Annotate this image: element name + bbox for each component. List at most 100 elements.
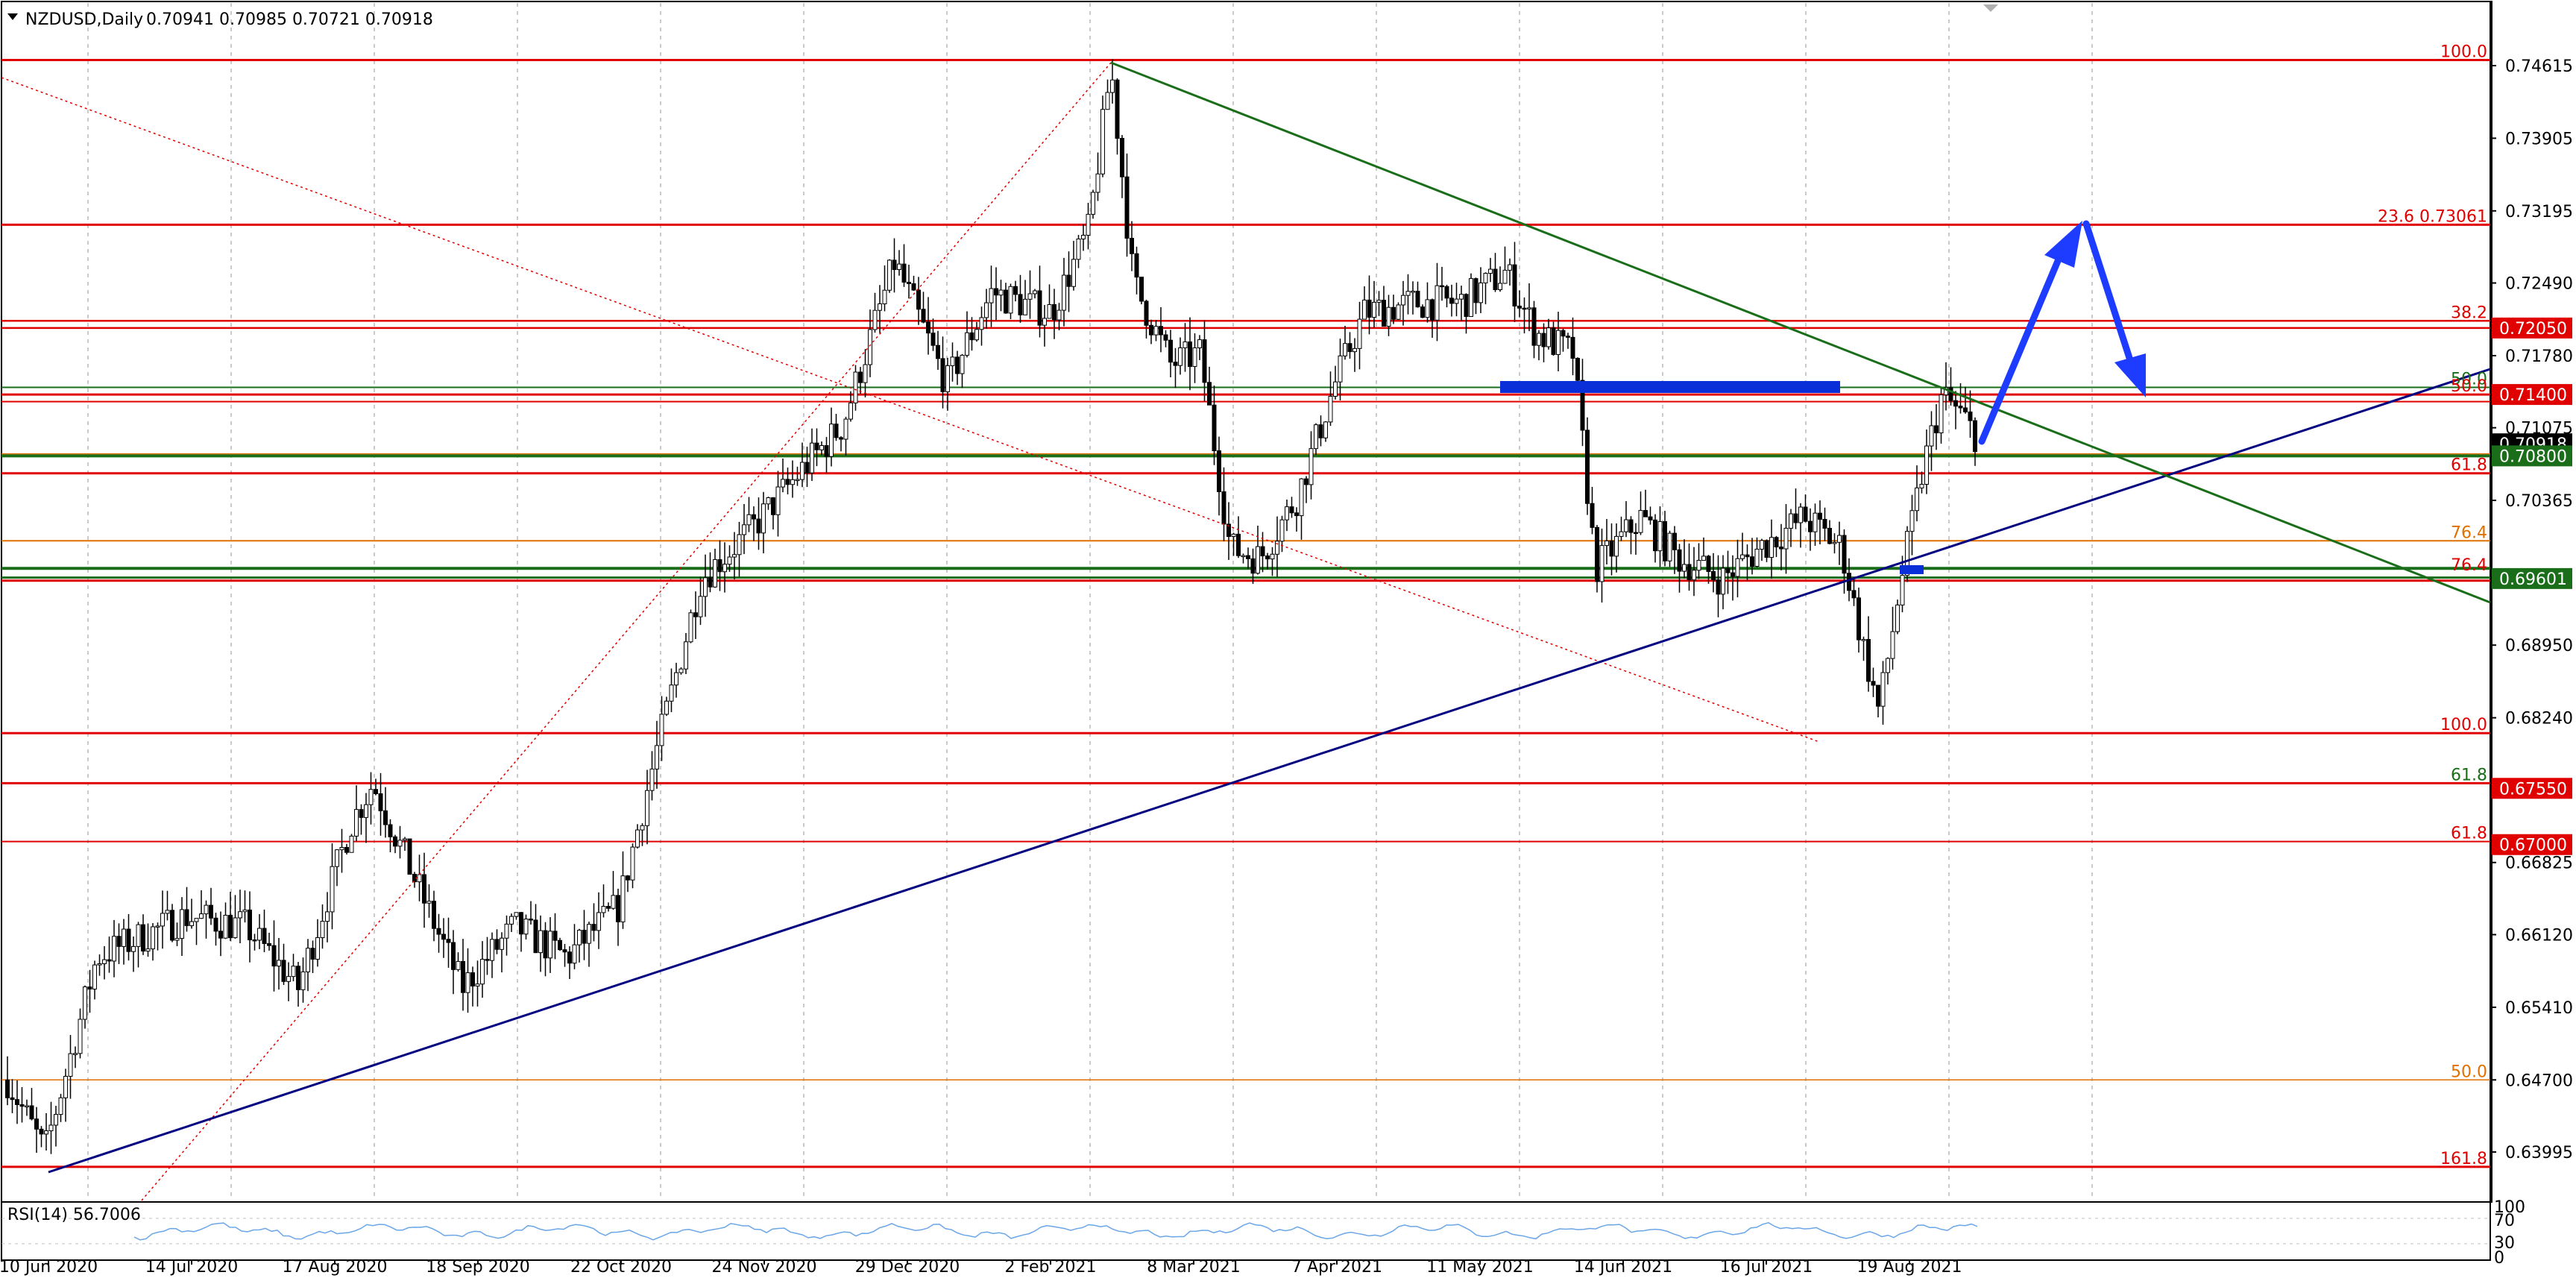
projection-arrow-up[interactable] — [1978, 257, 2062, 445]
candle-body — [1745, 554, 1750, 558]
candle-body — [1498, 283, 1502, 290]
candle-body — [1537, 333, 1541, 346]
candle-body — [1469, 278, 1473, 317]
candle-body — [1357, 318, 1362, 349]
downtrend-line[interactable] — [1110, 61, 2491, 604]
candle-body — [102, 959, 107, 964]
candle-body — [151, 926, 155, 950]
candle-body — [960, 354, 965, 374]
trendlines[interactable] — [1, 61, 2491, 1201]
candle-body — [882, 289, 887, 304]
candle-body — [945, 365, 950, 392]
price-tag — [2492, 834, 2572, 855]
candle-body — [34, 1118, 39, 1130]
symbol-title: NZDUSD,Daily — [25, 10, 143, 29]
candle-body — [83, 986, 87, 1020]
candle-body — [1212, 404, 1217, 452]
candle-body — [354, 809, 359, 837]
candle-body — [1449, 298, 1454, 304]
candle-body — [1236, 533, 1241, 556]
candle-body — [126, 928, 131, 952]
candle-body — [1677, 549, 1682, 572]
candle-body — [1929, 425, 1934, 447]
candle-body — [1367, 299, 1372, 318]
resistance-zone[interactable] — [1500, 381, 1840, 393]
candle-body — [39, 1128, 44, 1135]
candle-body — [911, 283, 916, 291]
horizontal-levels[interactable] — [1, 58, 2490, 1168]
candle-body — [1847, 573, 1851, 591]
candle-body — [669, 684, 674, 702]
candle-body — [1391, 306, 1396, 320]
candle-body — [533, 919, 538, 954]
candle-body — [1551, 327, 1556, 355]
price-tag — [2492, 778, 2572, 799]
candle-body — [1721, 567, 1725, 595]
annotations[interactable] — [1500, 220, 2146, 574]
rsi-tick-label: 70 — [2494, 1212, 2515, 1230]
candle-body — [5, 1079, 10, 1098]
candle-body — [713, 559, 717, 588]
candle-body — [1217, 450, 1221, 493]
fib-dotted-line[interactable] — [141, 62, 1112, 1201]
candle-body — [1343, 343, 1347, 356]
candle-body — [921, 309, 926, 323]
chart-shift-marker-icon[interactable] — [1983, 4, 1998, 12]
candle-body — [267, 942, 271, 946]
candle-body — [330, 866, 335, 913]
candle-body — [1115, 79, 1120, 139]
candle-body — [204, 904, 209, 915]
candle-body — [1294, 512, 1299, 517]
candle-body — [688, 612, 693, 643]
candle-body — [1740, 554, 1745, 559]
candle-body — [1590, 503, 1595, 528]
candle-body — [998, 289, 1004, 296]
candle-body — [1866, 639, 1871, 682]
candle-body — [1095, 173, 1100, 193]
candle-body — [1948, 387, 1953, 401]
candle-body — [25, 1105, 29, 1108]
candle-body — [1634, 532, 1638, 535]
candle-body — [1575, 358, 1580, 381]
candle-body — [1764, 540, 1769, 558]
price-axis: 0.746150.739050.731950.724900.717800.710… — [2490, 57, 2573, 1162]
candle-body — [1435, 285, 1440, 321]
candle-body — [1663, 520, 1667, 561]
candle-body — [834, 424, 839, 438]
fib-level-label: 61.8 — [2451, 456, 2487, 475]
candle-body — [58, 1097, 63, 1115]
candle-body — [1231, 533, 1236, 538]
support-zone[interactable] — [1900, 565, 1924, 574]
candle-body — [436, 928, 441, 935]
candle-body — [848, 402, 853, 420]
candle-body — [640, 825, 645, 831]
candle-body — [15, 1099, 19, 1105]
candle-body — [1396, 304, 1401, 320]
candle-body — [1628, 519, 1634, 533]
projection-arrow-down[interactable] — [2082, 220, 2133, 362]
candle-body — [286, 976, 291, 982]
candle-body — [766, 497, 771, 505]
fib-dotted-line[interactable] — [1, 77, 1820, 743]
price-tag-label: 0.71400 — [2499, 386, 2567, 405]
candle-body — [916, 289, 921, 310]
candle-body — [567, 951, 572, 964]
candle-body — [233, 917, 238, 939]
chevron-down-icon[interactable] — [7, 13, 18, 20]
candle-body — [1056, 309, 1062, 321]
candle-body — [1120, 138, 1124, 177]
rsi-tick-label: 0 — [2494, 1249, 2504, 1268]
candle-body — [1130, 238, 1134, 254]
ohlc-values: 0.70941 0.70985 0.70721 0.70918 — [146, 10, 433, 29]
candle-body — [1725, 567, 1731, 573]
candle-body — [180, 909, 184, 939]
candle-body — [659, 714, 664, 746]
candle-body — [1411, 291, 1415, 293]
candle-body — [122, 928, 126, 947]
candle-body — [1735, 558, 1740, 577]
candle-body — [1464, 294, 1469, 317]
candle-body — [1793, 513, 1798, 523]
uptrend-line[interactable] — [48, 368, 2491, 1174]
